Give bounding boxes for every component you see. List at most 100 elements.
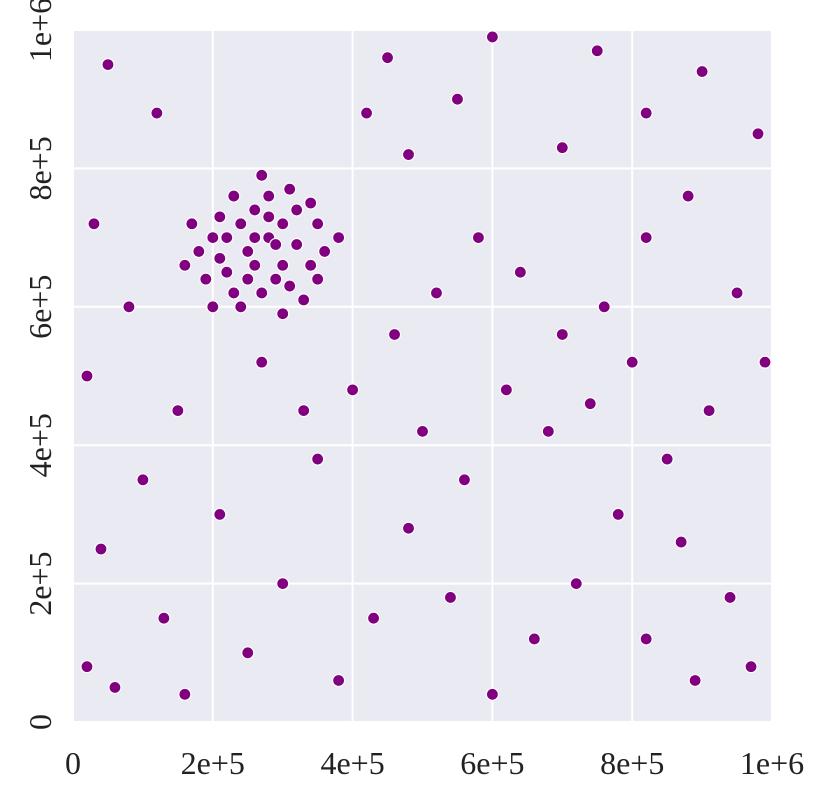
- point: [283, 279, 297, 293]
- point: [192, 244, 206, 259]
- point: [269, 272, 283, 286]
- point: [401, 147, 416, 162]
- point: [80, 369, 94, 383]
- point: [318, 244, 332, 259]
- point: [80, 660, 94, 674]
- point: [639, 106, 653, 120]
- point: [723, 590, 737, 605]
- point: [527, 632, 541, 646]
- point: [639, 632, 653, 646]
- point: [429, 286, 444, 300]
- point: [681, 189, 695, 203]
- point: [248, 258, 262, 272]
- point: [387, 327, 402, 342]
- point: [450, 92, 465, 106]
- point: [744, 660, 758, 674]
- point: [311, 452, 325, 466]
- point: [220, 231, 234, 245]
- point: [108, 680, 122, 695]
- point: [213, 507, 227, 522]
- point: [213, 210, 227, 224]
- point: [241, 244, 255, 259]
- point: [555, 327, 569, 342]
- point: [304, 258, 318, 272]
- y-tick-label: 4e+5: [22, 413, 58, 477]
- point: [730, 286, 744, 300]
- point: [276, 258, 290, 272]
- point: [569, 576, 583, 591]
- point: [234, 300, 248, 314]
- point: [611, 507, 625, 522]
- point: [220, 265, 234, 279]
- point: [688, 673, 702, 688]
- point: [248, 203, 262, 217]
- point: [262, 189, 276, 203]
- point: [248, 231, 262, 245]
- point: [136, 473, 150, 487]
- point: [625, 355, 639, 369]
- point: [122, 300, 136, 314]
- y-tick-label: 6e+5: [22, 275, 58, 339]
- point: [485, 30, 499, 44]
- point: [276, 576, 290, 591]
- x-tick-label: 1e+6: [740, 745, 804, 781]
- point: [401, 521, 416, 535]
- point: [87, 217, 101, 231]
- point: [297, 404, 311, 418]
- point: [276, 307, 290, 321]
- point: [213, 251, 227, 265]
- point: [171, 404, 185, 418]
- point: [276, 217, 290, 231]
- point: [290, 237, 304, 252]
- point: [359, 106, 374, 120]
- point: [255, 286, 269, 300]
- point: [415, 424, 430, 438]
- point: [311, 272, 325, 286]
- point: [185, 217, 199, 231]
- point: [269, 237, 283, 252]
- point: [660, 452, 674, 466]
- point: [94, 542, 108, 556]
- point: [297, 293, 311, 307]
- x-tick-label: 0: [65, 745, 81, 781]
- point: [178, 258, 192, 272]
- point: [206, 300, 220, 314]
- point: [674, 535, 688, 549]
- point: [555, 141, 569, 155]
- point: [702, 404, 716, 418]
- point: [157, 611, 171, 625]
- point: [590, 44, 604, 58]
- x-tick-label: 2e+5: [181, 745, 245, 781]
- point: [304, 196, 318, 210]
- point: [597, 300, 611, 314]
- point: [255, 168, 269, 182]
- point: [443, 590, 458, 605]
- y-tick-label: 8e+5: [22, 136, 58, 200]
- point: [332, 231, 346, 245]
- x-tick-label: 6e+5: [460, 745, 524, 781]
- point: [283, 182, 297, 196]
- point: [457, 473, 472, 487]
- point: [255, 355, 269, 369]
- point: [695, 64, 709, 79]
- point: [380, 51, 395, 65]
- point: [101, 57, 115, 72]
- point: [366, 611, 381, 625]
- point: [485, 687, 499, 701]
- point: [499, 383, 513, 397]
- point: [262, 210, 276, 224]
- point: [150, 106, 164, 120]
- point: [639, 231, 653, 245]
- point: [332, 673, 346, 688]
- point: [206, 231, 220, 245]
- y-tick-label: 2e+5: [22, 551, 58, 615]
- point: [583, 397, 597, 411]
- point: [241, 646, 255, 660]
- y-tick-label: 0: [22, 714, 58, 730]
- x-tick-label: 8e+5: [600, 745, 664, 781]
- point: [471, 231, 486, 245]
- point: [178, 687, 192, 701]
- point: [199, 272, 213, 286]
- y-tick-label: 1e+6: [22, 0, 58, 62]
